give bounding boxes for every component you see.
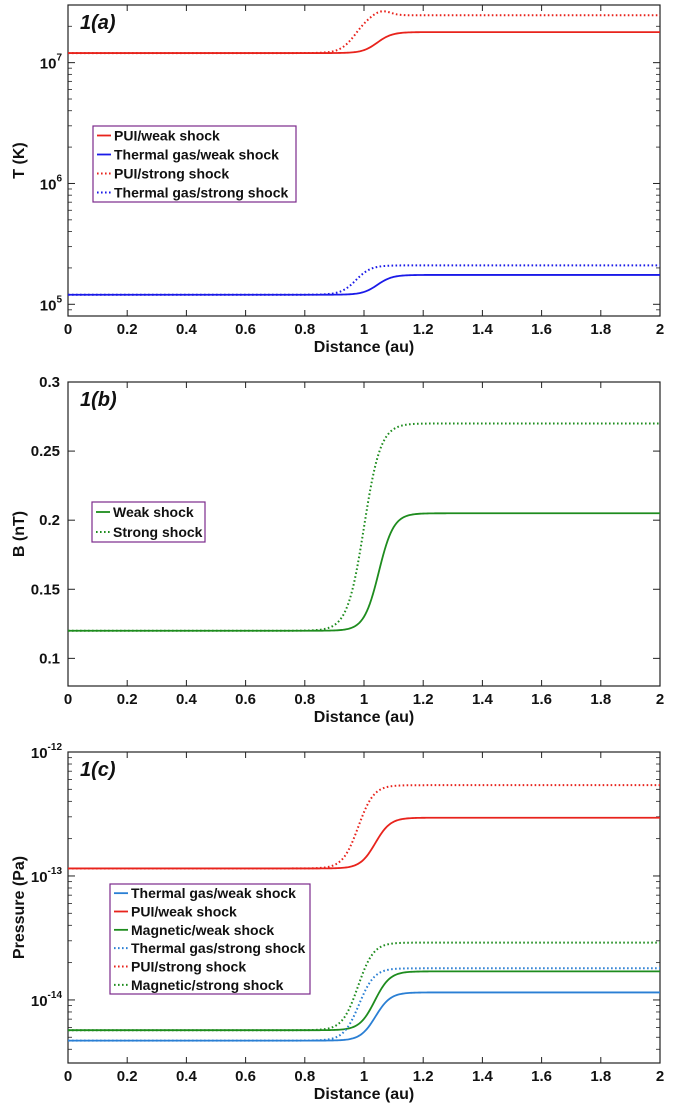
panel-label: 1(c) (80, 759, 116, 781)
y-tick-label: 0.2 (39, 512, 60, 529)
series-line-strong-shock (68, 422, 660, 632)
y-tick-label: 0.1 (39, 650, 60, 667)
legend-label: Strong shock (113, 524, 203, 540)
x-tick-label: 0.2 (117, 321, 138, 338)
x-tick-label: 0.4 (176, 1068, 198, 1085)
legend-box (92, 125, 297, 203)
series-line-pui-weak-shock (68, 31, 660, 54)
y-axis-label: Pressure (Pa) (11, 856, 28, 959)
x-tick-label: 1.4 (472, 691, 494, 708)
y-tick-label: 10-12 (31, 742, 63, 762)
x-tick-label: 0.6 (235, 1068, 256, 1085)
series-line-thermal-gas-weak-shock (68, 991, 660, 1042)
x-tick-label: 0 (64, 691, 72, 708)
y-axis-label: B (nT) (11, 511, 28, 557)
legend-box (91, 501, 206, 543)
legend-label: PUI/strong shock (114, 166, 229, 182)
y-tick-label: 0.3 (39, 374, 60, 391)
x-tick-label: 0.6 (235, 321, 256, 338)
x-tick-label: 0.2 (117, 1068, 138, 1085)
x-axis-label: Distance (au) (314, 339, 414, 356)
legend-label: Magnetic/strong shock (131, 977, 284, 993)
series-line-weak-shock (68, 512, 660, 632)
legend-label: PUI/weak shock (114, 128, 220, 144)
x-axis-label: Distance (au) (314, 1086, 414, 1103)
x-tick-label: 1.4 (472, 321, 494, 338)
x-tick-label: 1.8 (590, 1068, 611, 1085)
x-tick-label: 1 (360, 1068, 368, 1085)
x-tick-label: 0.2 (117, 691, 138, 708)
x-tick-label: 1.2 (413, 1068, 434, 1085)
x-axis-label: Distance (au) (314, 709, 414, 726)
x-tick-label: 0 (64, 321, 72, 338)
x-tick-label: 2 (656, 691, 664, 708)
x-tick-label: 1.6 (531, 321, 552, 338)
legend-label: Weak shock (113, 504, 194, 520)
legend-label: PUI/strong shock (131, 959, 246, 975)
x-tick-label: 1 (360, 691, 368, 708)
x-tick-label: 1.2 (413, 321, 434, 338)
x-tick-label: 0.4 (176, 691, 198, 708)
x-tick-label: 1.6 (531, 1068, 552, 1085)
legend-label: Thermal gas/strong shock (114, 185, 288, 201)
y-tick-label: 10-14 (31, 990, 63, 1010)
series-line-thermal-gas-weak-shock (68, 274, 660, 296)
panel-3: 0 0.2 0.4 0.6 0.8 1 1.2 1.4 1.6 1.8 2 10-14 10-13 10-… (11, 742, 664, 1103)
y-tick-label: 0.25 (31, 443, 60, 460)
legend-label: Thermal gas/strong shock (131, 940, 305, 956)
series-line-thermal-gas-strong-shock (68, 264, 660, 296)
panel-label: 1(a) (80, 12, 116, 34)
series-line-pui-strong-shock (68, 10, 660, 55)
x-tick-label: 1.6 (531, 691, 552, 708)
series-line-pui-strong-shock (68, 784, 660, 870)
y-tick-label: 10-13 (31, 866, 63, 886)
x-tick-label: 0.8 (294, 691, 315, 708)
x-tick-label: 0.8 (294, 321, 315, 338)
legend-box (109, 883, 311, 995)
x-tick-label: 1.4 (472, 1068, 494, 1085)
panel-2: 0 0.2 0.4 0.6 0.8 1 1.2 1.4 1.6 1.8 2 0.1 0.15 0.2 0.2… (11, 374, 664, 726)
x-tick-label: 0 (64, 1068, 72, 1085)
x-tick-label: 2 (656, 321, 664, 338)
x-tick-label: 1.8 (590, 321, 611, 338)
series-line-pui-weak-shock (68, 816, 660, 870)
y-tick-label: 106 (40, 173, 63, 193)
y-tick-label: 105 (40, 294, 63, 314)
x-tick-label: 0.8 (294, 1068, 315, 1085)
legend-label: Thermal gas/weak shock (114, 147, 279, 163)
y-tick-label: 0.15 (31, 581, 60, 598)
x-tick-label: 0.6 (235, 691, 256, 708)
legend-label: Thermal gas/weak shock (131, 885, 296, 901)
panel-1: 0 0.2 0.4 0.6 0.8 1 1.2 1.4 1.6 1.8 2 105 106 107 Dist… (11, 4, 664, 356)
panel-label: 1(b) (80, 389, 117, 411)
x-tick-label: 1 (360, 321, 368, 338)
x-tick-label: 0.4 (176, 321, 198, 338)
x-tick-label: 2 (656, 1068, 664, 1085)
legend-label: PUI/weak shock (131, 904, 237, 920)
y-tick-label: 107 (40, 53, 63, 73)
y-axis-label: T (K) (11, 142, 28, 178)
legend-label: Magnetic/weak shock (131, 922, 274, 938)
x-tick-label: 1.2 (413, 691, 434, 708)
x-tick-label: 1.8 (590, 691, 611, 708)
series-line-magnetic-weak-shock (68, 970, 660, 1032)
